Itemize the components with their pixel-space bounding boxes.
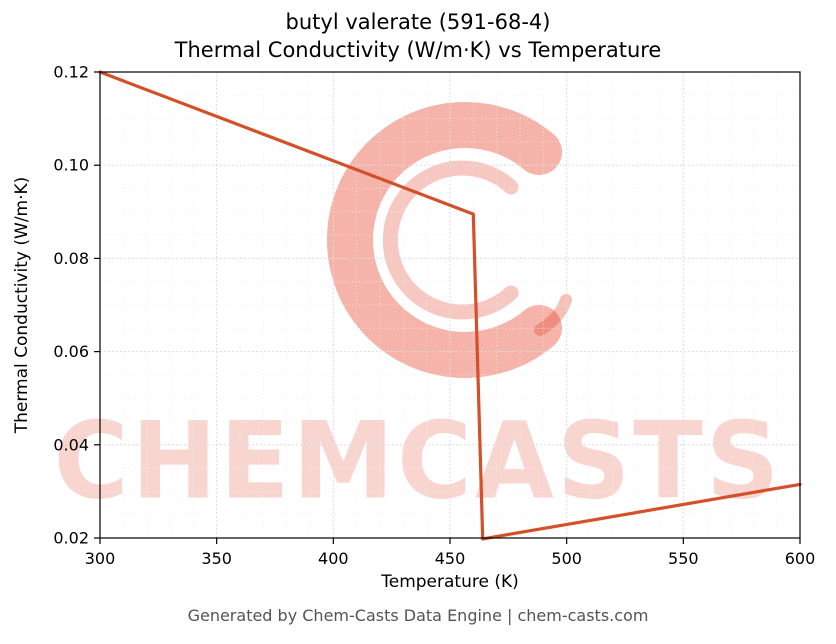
logo-inner-swirl: [382, 160, 519, 320]
logo-outer-swirl: [327, 102, 562, 378]
watermark-chemcasts: CHEMCASTS: [53, 399, 783, 524]
gridlines: [99, 71, 801, 539]
y-tick-label: 0.10: [53, 156, 89, 175]
x-tick-label: 450: [435, 549, 466, 568]
x-tick-label: 600: [785, 549, 816, 568]
x-tick-label: 350: [201, 549, 232, 568]
chart-title-line1: butyl valerate (591-68-4): [285, 10, 551, 34]
x-tick-label: 400: [318, 549, 349, 568]
y-tick-label: 0.02: [53, 529, 89, 548]
axis-ticks: 300 350 400 450 500 550 600 0.02 0.04 0.06 0.08 0.1…: [53, 63, 815, 569]
y-axis-label: Thermal Conductivity (W/m·K): [12, 176, 32, 434]
footer-text: Generated by Chem-Casts Data Engine | ch…: [187, 606, 649, 625]
data-line: [98, 70, 802, 541]
x-tick-label: 550: [668, 549, 699, 568]
x-tick-label: 300: [85, 549, 116, 568]
y-tick-label: 0.06: [53, 342, 89, 361]
y-tick-label: 0.08: [53, 249, 89, 268]
chart-title-line2: Thermal Conductivity (W/m·K) vs Temperat…: [174, 38, 662, 62]
x-axis-label: Temperature (K): [381, 572, 519, 592]
y-tick-label: 0.04: [53, 435, 89, 454]
y-tick-label: 0.12: [53, 63, 89, 82]
x-tick-label: 500: [551, 549, 582, 568]
